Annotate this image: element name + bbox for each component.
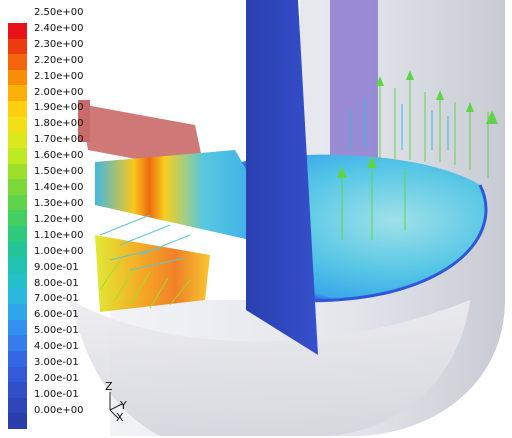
colorbar-segment — [8, 397, 27, 414]
axis-y-label: Y — [120, 399, 127, 412]
colorbar-label: 1.70e+00 — [34, 134, 84, 146]
upper-blade — [80, 104, 205, 172]
colorbar-segment — [8, 85, 27, 102]
colorbar-segment — [8, 304, 27, 321]
colorbar-label: 4.00e-01 — [34, 341, 79, 353]
far-baffle — [330, 0, 378, 170]
colorbar-segment — [8, 179, 27, 196]
colorbar-label: 1.10e+00 — [34, 229, 84, 241]
colorbar-segment — [8, 257, 27, 274]
colorbar-segment — [8, 350, 27, 368]
colorbar-segment — [8, 319, 27, 336]
colorbar-label: 1.40e+00 — [34, 182, 84, 194]
colorbar-segment — [8, 226, 27, 243]
colorbar-segment — [8, 69, 27, 86]
colorbar-label: 0.00e+00 — [34, 404, 84, 416]
axis-z-label: Z — [105, 380, 113, 393]
colorbar-label: 1.60e+00 — [34, 150, 84, 162]
vessel-bottom — [70, 300, 470, 436]
colorbar-segment — [8, 288, 27, 305]
colorbar-segment — [8, 101, 27, 118]
colorbar-label: 3.00e-01 — [34, 357, 79, 369]
axis-x-label: X — [116, 411, 124, 424]
colorbar-label: 6.00e-01 — [34, 309, 79, 321]
colorbar-label: 2.30e+00 — [34, 38, 84, 50]
colorbar-segment — [8, 272, 27, 289]
colorbar-label: 5.00e-01 — [34, 325, 79, 337]
upper-blade-tip — [78, 100, 90, 142]
colorbar-segment — [8, 54, 27, 71]
front-baffle — [246, 0, 318, 355]
colorbar-segment — [8, 366, 27, 383]
colorbar-segment — [8, 132, 27, 149]
vector-field — [99, 70, 498, 309]
colorbar-label: 1.30e+00 — [34, 197, 84, 209]
colorbar-label: 8.00e-01 — [34, 277, 79, 289]
colorbar-label: 1.80e+00 — [34, 118, 84, 130]
colorbar-segment — [8, 194, 27, 211]
colorbar — [8, 23, 27, 430]
colorbar-segment — [8, 116, 27, 133]
colorbar-segment — [8, 413, 27, 430]
colorbar-label: 2.00e+00 — [34, 86, 84, 98]
colorbar-label: 2.20e+00 — [34, 54, 84, 66]
lower-blade — [95, 235, 210, 312]
colorbar-segment — [8, 241, 27, 258]
colorbar-label: 1.00e-01 — [34, 388, 79, 400]
colorbar-label: 2.40e+00 — [34, 22, 84, 34]
colorbar-label: 2.50e+00 — [34, 7, 84, 18]
colorbar-segment — [8, 335, 27, 352]
axis-triad — [109, 392, 123, 419]
colorbar-label: 1.00e+00 — [34, 245, 84, 257]
colorbar-label: 1.90e+00 — [34, 102, 84, 114]
colorbar-segment — [8, 38, 27, 55]
colorbar-segment — [8, 163, 27, 180]
colorbar-segment — [8, 210, 27, 227]
velocity-plane — [95, 150, 250, 240]
colorbar-label: 2.00e-01 — [34, 373, 79, 385]
colorbar-label: 1.20e+00 — [34, 213, 84, 225]
colorbar-segment — [8, 23, 27, 40]
colorbar-label: 1.50e+00 — [34, 166, 84, 178]
colorbar-segment — [8, 147, 27, 165]
colorbar-label: 2.10e+00 — [34, 70, 84, 82]
colorbar-segment — [8, 382, 27, 399]
colorbar-label: 9.00e-01 — [34, 261, 79, 273]
colorbar-label: 7.00e-01 — [34, 293, 79, 305]
